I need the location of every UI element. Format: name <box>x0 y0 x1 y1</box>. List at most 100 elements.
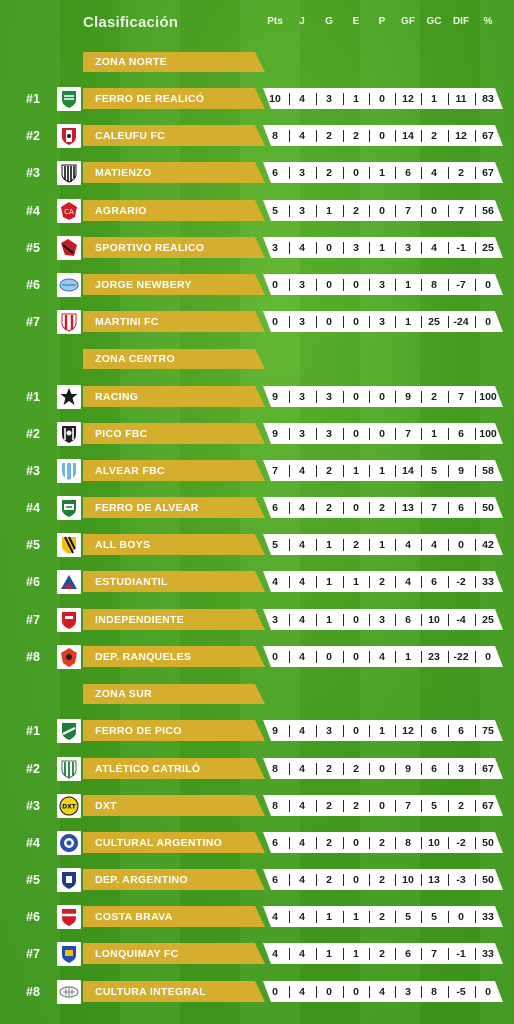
stat-gf: 10 <box>402 874 414 886</box>
team-name-bar[interactable]: FERRO DE ALVEAR <box>83 497 265 518</box>
stat-separator <box>315 763 317 775</box>
stat-p: 1 <box>379 167 385 179</box>
stat-separator <box>447 167 449 179</box>
stat-p: 0 <box>379 205 385 217</box>
standings-row[interactable]: #1 FERRO DE PICO 9 4 3 0 1 12 6 6 75 <box>0 719 514 743</box>
team-name-bar[interactable]: COSTA BRAVA <box>83 906 265 927</box>
standings-row[interactable]: #2 ATLÉTICO CATRILÓ 8 4 2 2 0 9 6 3 67 <box>0 757 514 781</box>
team-name-bar[interactable]: INDEPENDIENTE <box>83 609 265 630</box>
stat-gc: 1 <box>431 93 437 105</box>
stat-gc: 8 <box>431 279 437 291</box>
team-name-bar[interactable]: MATIENZO <box>83 162 265 183</box>
stats-bar: 0 3 0 0 3 1 25 -24 0 <box>263 311 503 332</box>
stat-separator <box>421 428 422 440</box>
stat-separator <box>342 130 344 142</box>
stat-pts: 0 <box>272 279 278 291</box>
stat-separator <box>288 428 290 440</box>
stat-g: 1 <box>326 205 332 217</box>
standings-row[interactable]: #7 INDEPENDIENTE 3 4 1 0 3 6 10 -4 25 <box>0 608 514 632</box>
standings-row[interactable]: #4 FERRO DE ALVEAR 6 4 2 0 2 13 7 6 50 <box>0 496 514 520</box>
rank-label: #3 <box>26 464 40 478</box>
stat-separator <box>395 614 396 626</box>
team-name-bar[interactable]: CALEUFU FC <box>83 125 265 146</box>
stat-separator <box>421 651 422 663</box>
header-e: E <box>352 16 360 27</box>
team-name-bar[interactable]: MARTINI FC <box>83 311 265 332</box>
team-name-bar[interactable]: ALL BOYS <box>83 534 265 555</box>
zone-name: ZONA SUR <box>95 688 152 700</box>
stat-separator <box>288 205 290 217</box>
standings-row[interactable]: #1 FERRO DE REALICÓ 10 4 3 1 0 12 1 11 83 <box>0 87 514 111</box>
team-name: LONQUIMAY FC <box>95 948 179 960</box>
team-crest-icon <box>57 831 81 855</box>
standings-row[interactable]: #6 COSTA BRAVA 4 4 1 1 2 5 5 0 33 <box>0 905 514 929</box>
standings-row[interactable]: #1 RACING 9 3 3 0 0 9 2 7 100 <box>0 385 514 409</box>
standings-row[interactable]: #5 ALL BOYS 5 4 1 2 1 4 4 0 42 <box>0 533 514 557</box>
stat-separator <box>447 800 449 812</box>
stat-separator <box>474 651 476 663</box>
team-name-bar[interactable]: DEP. RANQUELES <box>83 646 265 667</box>
stat-separator <box>315 93 317 105</box>
team-name-bar[interactable]: FERRO DE PICO <box>83 720 265 741</box>
stat-separator <box>395 651 396 663</box>
stat-pts: 8 <box>272 130 278 142</box>
standings-row[interactable]: #4 CA AGRARIO 5 3 1 2 0 7 0 7 56 <box>0 199 514 223</box>
standings-row[interactable]: #2 PICO FBC 9 3 3 0 0 7 1 6 100 <box>0 422 514 446</box>
rank-label: #5 <box>26 538 40 552</box>
standings-row[interactable]: #5 SPORTIVO REALICO 3 4 0 3 1 3 4 -1 25 <box>0 236 514 260</box>
standings-row[interactable]: #5 DEP. ARGENTINO 6 4 2 0 2 10 13 -3 50 <box>0 868 514 892</box>
stat-separator <box>369 167 370 179</box>
stat-separator <box>369 800 370 812</box>
standings-row[interactable]: #8 CULTURA INTEGRAL 0 4 0 0 4 3 8 -5 0 <box>0 980 514 1004</box>
team-name: ALVEAR FBC <box>95 465 165 477</box>
team-name-bar[interactable]: PICO FBC <box>83 423 265 444</box>
team-crest-icon <box>57 87 81 111</box>
team-name-bar[interactable]: AGRARIO <box>83 200 265 221</box>
stat-j: 4 <box>299 986 305 998</box>
standings-row[interactable]: #8 DEP. RANQUELES 0 4 0 0 4 1 23 -22 0 <box>0 645 514 669</box>
team-name: FERRO DE PICO <box>95 725 182 737</box>
standings-row[interactable]: #3 MATIENZO 6 3 2 0 1 6 4 2 67 <box>0 161 514 185</box>
stat-separator <box>288 948 290 960</box>
stat-separator <box>421 167 422 179</box>
stat-j: 3 <box>299 279 305 291</box>
team-name-bar[interactable]: CULTURAL ARGENTINO <box>83 832 265 853</box>
team-name-bar[interactable]: ESTUDIANTIL <box>83 571 265 592</box>
stat-e: 1 <box>353 948 359 960</box>
team-name-bar[interactable]: SPORTIVO REALICO <box>83 237 265 258</box>
stat-j: 4 <box>299 539 305 551</box>
stat-j: 4 <box>299 948 305 960</box>
standings-row[interactable]: #4 CULTURAL ARGENTINO 6 4 2 0 2 8 10 -2 50 <box>0 831 514 855</box>
standings-row[interactable]: #7 MARTINI FC 0 3 0 0 3 1 25 -24 0 <box>0 310 514 334</box>
stat-separator <box>447 986 449 998</box>
team-crest-icon <box>57 608 81 632</box>
team-name-bar[interactable]: RACING <box>83 386 265 407</box>
stat-p: 0 <box>379 800 385 812</box>
team-name-bar[interactable]: CULTURA INTEGRAL <box>83 981 265 1002</box>
stat-percent: 58 <box>482 465 494 477</box>
rank-label: #6 <box>26 278 40 292</box>
stat-separator <box>369 874 370 886</box>
header-gf: GF <box>401 16 415 27</box>
standings-row[interactable]: #6 JORGE NEWBERY 0 3 0 0 3 1 8 -7 0 <box>0 273 514 297</box>
stat-j: 4 <box>299 837 305 849</box>
standings-row[interactable]: #7 LONQUIMAY FC 4 4 1 1 2 6 7 -1 33 <box>0 942 514 966</box>
team-name-bar[interactable]: ALVEAR FBC <box>83 460 265 481</box>
team-name-bar[interactable]: FERRO DE REALICÓ <box>83 88 265 109</box>
stat-gc: 5 <box>431 800 437 812</box>
stat-gc: 8 <box>431 986 437 998</box>
standings-row[interactable]: #3 ALVEAR FBC 7 4 2 1 1 14 5 9 58 <box>0 459 514 483</box>
standings-row[interactable]: #2 CALEUFU FC 8 4 2 2 0 14 2 12 67 <box>0 124 514 148</box>
stat-separator <box>369 205 370 217</box>
standings-row[interactable]: #6 ESTUDIANTIL 4 4 1 1 2 4 6 -2 33 <box>0 570 514 594</box>
team-name-bar[interactable]: LONQUIMAY FC <box>83 943 265 964</box>
stat-dif: -1 <box>456 948 466 960</box>
stat-separator <box>315 874 317 886</box>
team-name-bar[interactable]: DEP. ARGENTINO <box>83 869 265 890</box>
stat-p: 4 <box>379 651 385 663</box>
team-name-bar[interactable]: ATLÉTICO CATRILÓ <box>83 758 265 779</box>
team-name-bar[interactable]: DXT <box>83 795 265 816</box>
standings-row[interactable]: #3 DXT DXT 8 4 2 2 0 7 5 2 67 <box>0 794 514 818</box>
stat-pts: 4 <box>272 576 278 588</box>
team-name-bar[interactable]: JORGE NEWBERY <box>83 274 265 295</box>
